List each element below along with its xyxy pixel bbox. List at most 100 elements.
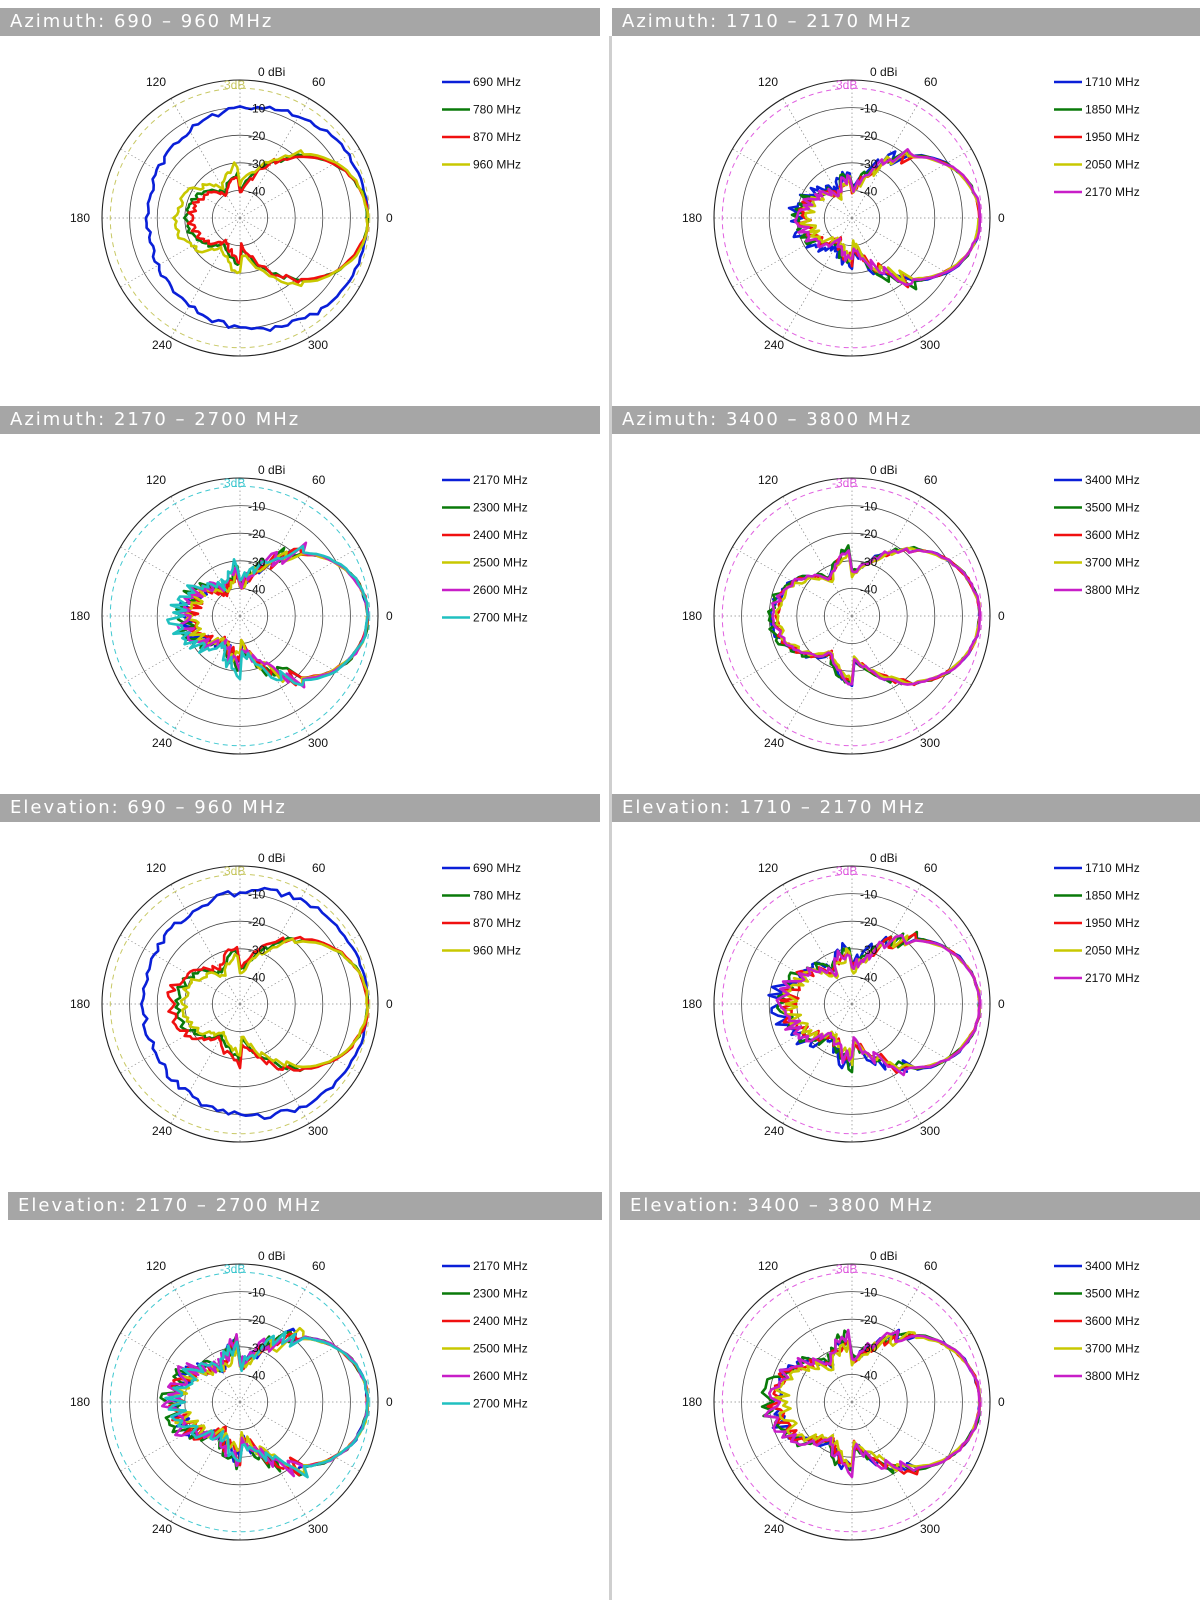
ring-label: -20 [860,915,878,929]
grid-spoke [851,546,972,617]
grid-ring [101,477,379,755]
grid-ring [129,1291,351,1513]
grid-spoke [851,217,922,338]
angle-label: 120 [146,861,166,875]
legend-label: 2050 MHz [1085,158,1140,172]
polar-plot-elevation-1710-2170: -10 -20 -30 -40 0 dBi -3dB 60 120 180 240 300 0 1710… [682,851,1140,1143]
series-trace [172,149,370,288]
ring-label: -20 [860,1313,878,1327]
ref-label-3db: -3dB [220,476,245,490]
angle-label: 180 [682,211,702,225]
angle-label: 300 [920,338,940,352]
polar-plot-azimuth-2170-2700: -10 -20 -30 -40 0 dBi -3dB 60 120 180 240 300 0 2170… [70,463,528,755]
ring-label: -20 [248,1313,266,1327]
angle-label: 240 [764,1522,784,1536]
grid-ring [741,1291,963,1513]
grid-ring [101,79,379,357]
grid-ring [156,1318,324,1486]
series-trace [164,1330,369,1479]
angle-label: 120 [146,1259,166,1273]
angle-label: 180 [682,1395,702,1409]
angle-label: 240 [764,338,784,352]
grid-ring [101,865,379,1143]
grid-spoke [120,1003,241,1074]
ring-label: -30 [248,555,266,569]
grid-spoke [239,1401,360,1472]
angle-label: 300 [920,1124,940,1138]
ring-label: -10 [860,1286,878,1300]
angle-label: 120 [758,473,778,487]
angle-label: 0 [386,609,393,623]
legend-label: 2700 MHz [473,1397,528,1411]
legend-label: 3500 MHz [1085,501,1140,515]
legend-label: 1850 MHz [1085,103,1140,117]
legend-label: 1950 MHz [1085,916,1140,930]
ring-label: -40 [860,970,878,984]
grid-ring [768,920,936,1088]
series-trace [793,148,982,287]
angle-label: 240 [152,338,172,352]
grid-spoke [732,148,853,219]
grid-spoke [782,98,853,219]
angle-label: 120 [758,75,778,89]
grid-ring [713,1263,991,1541]
grid-spoke [239,1003,310,1124]
angle-label: 60 [924,861,938,875]
grid-ring [211,1373,268,1430]
chart-panel: Azimuth: 1710 – 2170 MHz -10 -20 -30 -40 0 d… [612,0,1200,400]
legend-label: 3800 MHz [1085,1369,1140,1383]
ref-circle-3db [109,87,371,349]
ring-label: -40 [248,1368,266,1382]
ring-label: -30 [860,555,878,569]
grid-spoke [851,1401,972,1472]
grid-spoke [239,1332,360,1403]
panel-title: Azimuth: 690 – 960 MHz [0,8,600,36]
ring-label: -20 [248,527,266,541]
ring-label: -30 [860,943,878,957]
series-trace [776,930,982,1074]
grid-spoke [851,1332,972,1403]
grid-spoke [782,884,853,1005]
ring-label: -30 [860,157,878,171]
ring-label: -10 [248,888,266,902]
grid-spoke [239,615,360,686]
polar-plot-elevation-3400-3800: -10 -20 -30 -40 0 dBi -3dB 60 120 180 240 300 0 3400… [682,1249,1140,1541]
ring-label: -20 [248,129,266,143]
panel-title: Azimuth: 2170 – 2700 MHz [0,406,600,434]
grid-spoke [170,217,241,338]
angle-label: 0 [998,609,1005,623]
grid-ring [129,505,351,727]
grid-spoke [120,934,241,1005]
grid-spoke [170,1003,241,1124]
ref-circle-3db [721,87,983,349]
ref-label-3db: -3dB [832,476,857,490]
panel-title: Azimuth: 1710 – 2170 MHz [612,8,1200,36]
series-trace [166,544,370,687]
panel-title: Azimuth: 3400 – 3800 MHz [612,406,1200,434]
series-trace [774,548,982,687]
ring-label: -10 [248,500,266,514]
ref-label-3db: -3dB [220,78,245,92]
angle-label: 300 [308,338,328,352]
ref-circle-3db [721,485,983,747]
grid-ring [713,477,991,755]
ring-label: -30 [860,1341,878,1355]
legend-label: 3500 MHz [1085,1287,1140,1301]
angle-label: 0 [998,997,1005,1011]
series-trace [140,886,370,1121]
grid-ring [713,865,991,1143]
legend-label: 3600 MHz [1085,528,1140,542]
legend-label: 960 MHz [473,158,521,172]
grid-spoke [170,615,241,736]
chart-panel: Elevation: 690 – 960 MHz -10 -20 -30 -40 0 d… [0,786,600,1186]
grid-spoke [732,934,853,1005]
column-divider [609,36,612,1600]
grid-spoke [239,1003,360,1074]
ring-label: -20 [860,129,878,143]
chart-panel: Azimuth: 2170 – 2700 MHz -10 -20 -30 -40 0 d… [0,398,600,798]
ref-label-3db: -3dB [832,864,857,878]
angle-label: 300 [308,736,328,750]
grid-spoke [239,934,360,1005]
series-trace [183,153,370,282]
grid-ring [156,920,324,1088]
